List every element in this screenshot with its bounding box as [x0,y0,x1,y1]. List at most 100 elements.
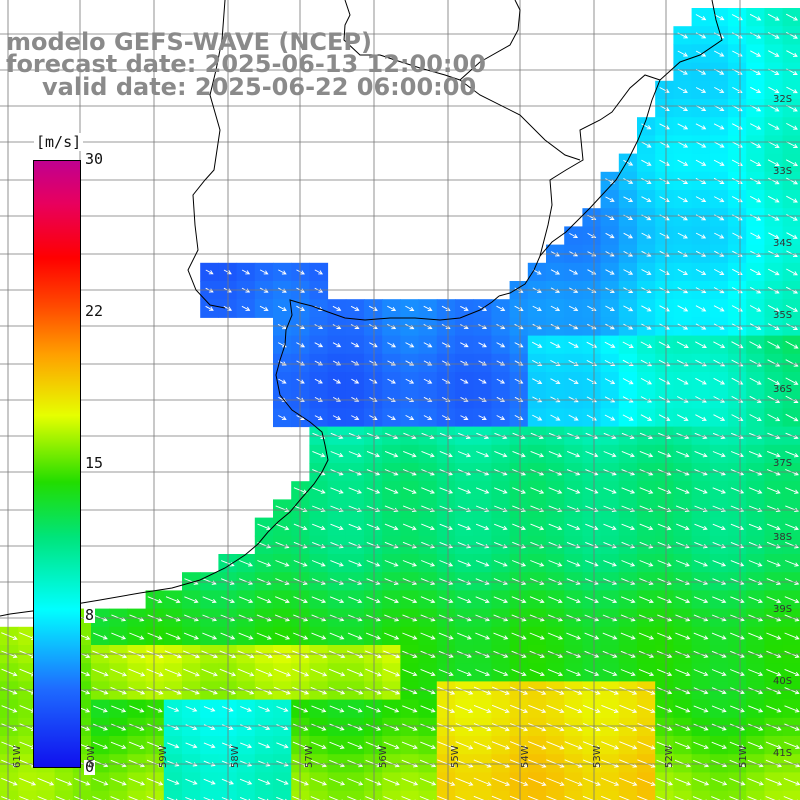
wind-arrow [548,487,563,494]
wind-arrow [749,414,762,422]
wind-speed-cell [600,790,620,800]
wind-arrow [656,723,673,731]
wind-arrow [657,560,672,567]
wind-arrow [365,686,382,695]
wind-arrow [767,414,781,422]
wind-arrow [676,523,690,531]
wind-arrow [676,450,690,458]
wind-arrow [167,706,180,712]
wind-arrow [677,159,689,166]
wind-arrow [694,523,708,531]
wind-arrow [677,50,689,57]
wind-arrow [747,741,764,749]
wind-arrow [405,378,415,384]
wind-arrow [460,415,469,420]
lon-label-59W: 59W [158,745,169,768]
wind-arrow [275,560,290,567]
wind-speed-cell [382,790,401,800]
wind-arrow [585,487,599,494]
wind-arrow [641,141,652,148]
wind-arrow [366,560,381,567]
wind-arrow [659,141,670,148]
wind-arrow [276,724,289,731]
wind-arrow [478,378,487,384]
wind-arrow [766,687,782,695]
lon-label-55W: 55W [450,745,461,768]
wind-arrow [529,668,545,677]
wind-arrow [637,704,656,714]
wind-arrow [530,523,545,531]
wind-arrow [768,214,780,221]
wind-arrow [439,450,453,458]
wind-arrow [493,560,508,567]
wind-arrow [674,777,692,786]
wind-arrow [476,451,490,458]
wind-arrow [695,305,707,312]
wind-arrow [586,414,597,421]
wind-arrow [529,632,545,640]
wind-arrow [423,378,433,384]
wind-arrow [328,686,346,695]
wind-arrow [478,415,487,420]
wind-arrow [546,741,565,750]
wind-arrow [258,742,271,749]
wind-arrow [496,415,506,421]
wind-arrow [765,741,782,750]
wind-arrow [110,741,127,749]
wind-speed-cell [54,790,74,800]
wind-arrow [275,523,290,531]
wind-arrow [767,159,780,167]
wind-arrow [457,487,472,494]
wind-arrow [493,669,509,677]
wind-arrow [511,668,527,677]
wind-arrow [748,523,763,531]
wind-arrow [475,523,490,531]
wind-arrow [310,668,328,677]
wind-speed-cell [163,790,183,800]
wind-arrow [658,414,671,421]
wind-arrow [750,86,762,94]
wind-arrow [602,596,618,604]
wind-arrow [601,741,619,750]
wind-speed-cell [746,790,765,800]
wind-arrow [712,451,726,458]
wind-arrow [256,596,272,604]
wind-arrow [221,742,234,749]
wind-arrow [146,668,164,677]
wind-arrow [238,632,254,640]
wind-arrow [692,777,710,786]
wind-arrow [329,778,346,786]
wind-arrow [730,632,745,640]
wind-arrow [421,523,435,531]
wind-arrow [765,777,783,786]
wind-arrow [657,668,673,677]
wind-arrow [785,450,799,458]
wind-arrow [584,632,600,640]
wind-speed-cell [655,790,674,800]
lon-label-58W: 58W [230,745,241,768]
wind-arrow [259,269,269,275]
wind-arrow [457,523,472,531]
wind-arrow [546,777,565,786]
wind-arrow [332,305,342,311]
wind-arrow [527,759,547,768]
wind-arrow [785,323,799,330]
wind-arrow [423,415,433,421]
wind-arrow [748,450,763,458]
wind-arrow [785,305,799,312]
wind-arrow [330,541,344,549]
wind-arrow [582,777,601,786]
wind-arrow [568,305,579,312]
wind-arrow [604,378,616,385]
wind-arrow [568,341,579,348]
wind-arrow [695,414,707,421]
wind-arrow [677,196,689,203]
wind-arrow [110,668,127,677]
wind-arrow [695,359,707,367]
wind-arrow [641,269,652,275]
wind-arrow [530,450,545,458]
wind-arrow [766,487,781,494]
wind-arrow [786,195,798,203]
wind-arrow [712,541,726,549]
wind-arrow [748,487,763,494]
